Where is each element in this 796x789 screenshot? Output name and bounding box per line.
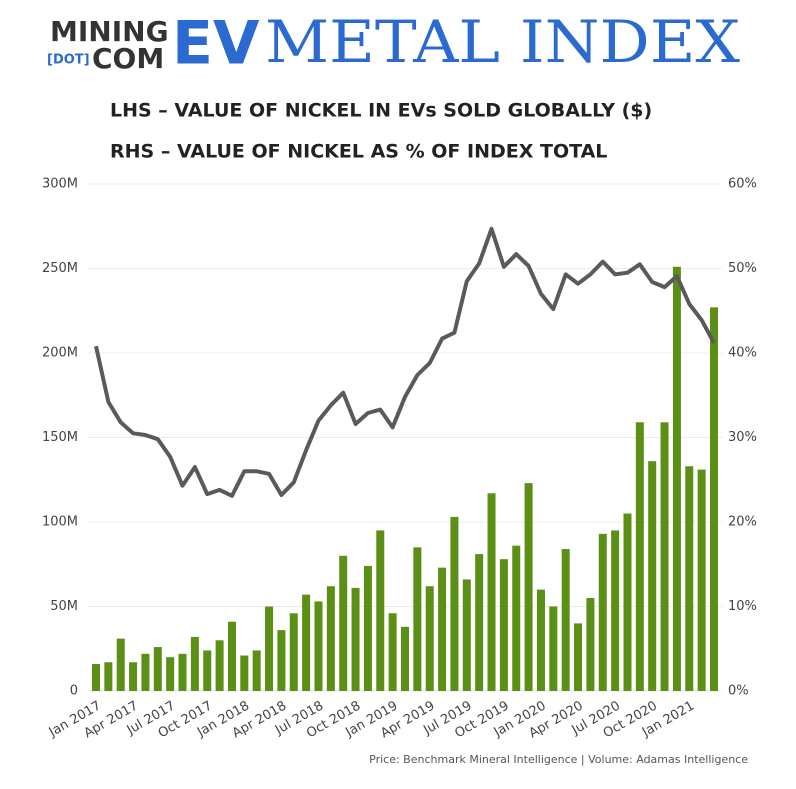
bar [104,662,113,691]
y2-tick-label: 60% [728,177,757,192]
bar [648,461,657,691]
bar [710,307,718,691]
bar [265,606,274,691]
bar [227,621,236,691]
y2-tick-label: 20% [728,515,757,530]
logo-dot: [DOT] [47,53,90,68]
line [94,226,716,498]
bar [116,638,125,691]
bar [92,663,100,691]
bar [190,636,199,691]
logo-index: METAL INDEX [265,8,741,76]
y-tick-label: 0 [70,684,78,699]
bar [574,623,583,691]
bar [203,650,212,691]
bar [153,647,162,691]
bar [672,266,681,691]
bar [302,594,311,691]
bar [376,530,385,691]
bar [277,630,286,691]
chart-subtitle: RHS – VALUE OF NICKEL AS % OF INDEX TOTA… [110,141,607,163]
bar [326,586,335,691]
bar [487,493,496,691]
bar [363,565,372,691]
bar [401,626,409,691]
bar [524,483,533,691]
bar [561,549,570,691]
bar [499,559,508,691]
bar [240,655,249,691]
bar [166,657,175,691]
bar [141,653,150,691]
y2-tick-label: 10% [728,599,757,614]
y2-tick-label: 30% [728,430,757,445]
bar [413,547,422,691]
bar [685,466,694,691]
bar [635,422,644,691]
bar [129,662,138,691]
bar [586,598,595,691]
bar [549,606,558,691]
logo-ev: EV [172,9,260,79]
bar [623,513,632,691]
bar [462,579,471,691]
bar [339,555,348,691]
bar [512,545,521,691]
bar [475,554,484,691]
y-tick-label: 100M [42,515,78,530]
y-tick-label: 250M [42,261,78,276]
bar [450,516,459,691]
bar [697,469,706,691]
bar [289,613,298,691]
bar [215,640,224,691]
y-tick-label: 300M [42,177,78,192]
chart-title: LHS – VALUE OF NICKEL IN EVs SOLD GLOBAL… [110,100,652,122]
logo-mining: MINING [50,15,169,48]
y-tick-label: 150M [42,430,78,445]
source: Price: Benchmark Mineral Intelligence | … [369,753,748,766]
bar [388,613,397,691]
bar [252,650,261,691]
y2-tick-label: 0% [728,684,749,699]
bar [660,422,669,691]
y-tick-label: 50M [50,599,78,614]
y2-tick-label: 50% [728,261,757,276]
bar [598,533,607,691]
y2-tick-label: 40% [728,346,757,361]
bar [425,586,434,691]
bar [178,653,187,691]
bar [314,601,323,691]
bar [611,530,620,691]
bar [536,589,545,691]
logo-com: COM [92,42,164,75]
bar [438,567,447,691]
y-tick-label: 200M [42,346,78,361]
bar [351,587,360,691]
